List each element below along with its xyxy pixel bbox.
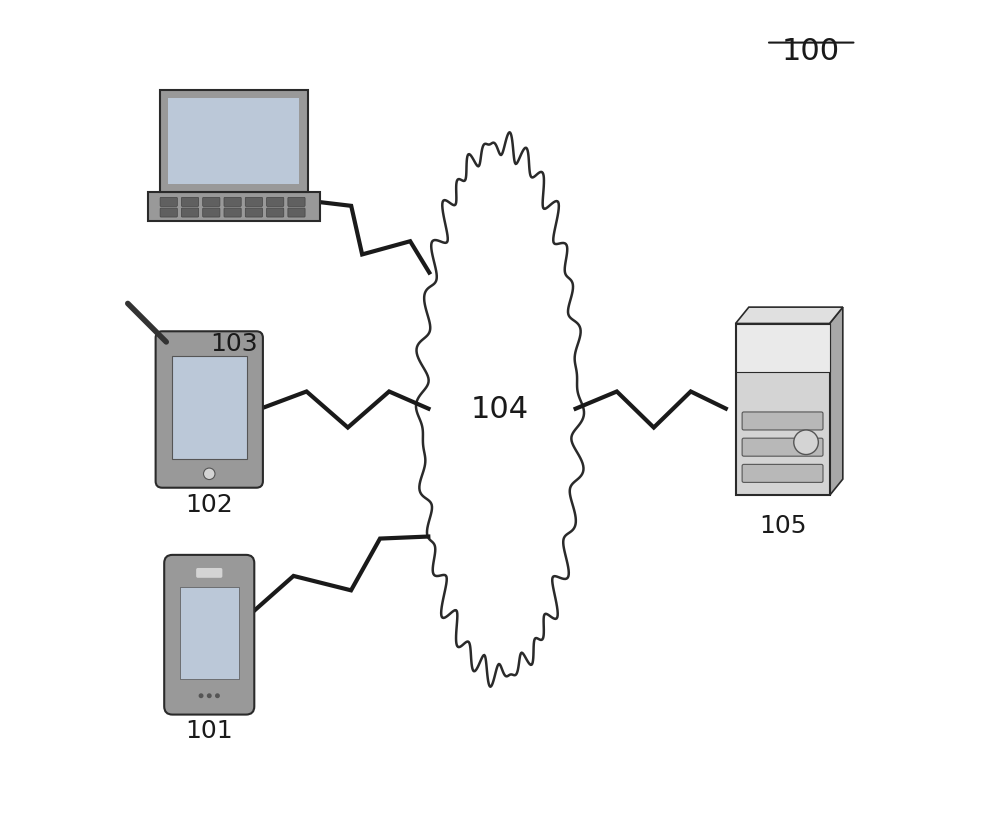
Polygon shape (416, 133, 584, 686)
FancyBboxPatch shape (160, 90, 308, 192)
FancyBboxPatch shape (736, 324, 830, 495)
FancyBboxPatch shape (288, 197, 305, 206)
FancyBboxPatch shape (160, 197, 177, 206)
FancyBboxPatch shape (267, 197, 284, 206)
Text: 102: 102 (185, 493, 233, 517)
FancyBboxPatch shape (196, 568, 222, 578)
Text: 104: 104 (471, 395, 529, 424)
FancyBboxPatch shape (245, 197, 262, 206)
Circle shape (794, 430, 818, 455)
FancyBboxPatch shape (736, 324, 830, 372)
FancyBboxPatch shape (172, 355, 247, 459)
Polygon shape (736, 307, 843, 324)
Circle shape (199, 693, 204, 698)
Polygon shape (830, 307, 843, 495)
FancyBboxPatch shape (164, 555, 254, 714)
Circle shape (204, 468, 215, 479)
FancyBboxPatch shape (168, 98, 299, 184)
FancyBboxPatch shape (156, 332, 263, 488)
FancyBboxPatch shape (203, 197, 220, 206)
Circle shape (207, 693, 212, 698)
FancyBboxPatch shape (160, 208, 177, 217)
FancyBboxPatch shape (224, 197, 241, 206)
FancyBboxPatch shape (288, 208, 305, 217)
FancyBboxPatch shape (148, 192, 320, 221)
FancyBboxPatch shape (181, 208, 199, 217)
Text: 100: 100 (782, 37, 840, 66)
FancyBboxPatch shape (203, 208, 220, 217)
Text: 101: 101 (185, 719, 233, 743)
Text: 105: 105 (759, 514, 806, 537)
FancyBboxPatch shape (742, 438, 823, 456)
Circle shape (215, 693, 220, 698)
FancyBboxPatch shape (245, 208, 262, 217)
FancyBboxPatch shape (267, 208, 284, 217)
Text: 103: 103 (210, 332, 258, 355)
FancyBboxPatch shape (224, 208, 241, 217)
FancyBboxPatch shape (181, 197, 199, 206)
FancyBboxPatch shape (742, 464, 823, 482)
FancyBboxPatch shape (180, 586, 239, 678)
FancyBboxPatch shape (742, 412, 823, 430)
